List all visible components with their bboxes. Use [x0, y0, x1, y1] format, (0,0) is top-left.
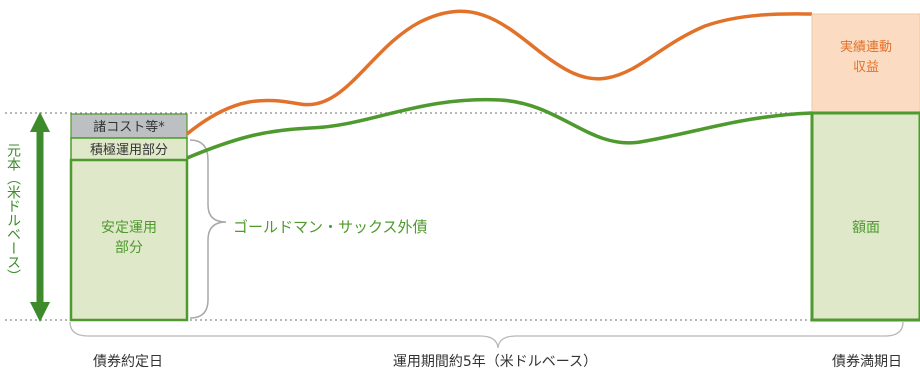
green-performance-curve: [186, 97, 813, 160]
performance-box: [811, 13, 920, 115]
stable-box: [69, 158, 189, 322]
bond-label: ゴールドマン・サックス外債: [233, 218, 428, 236]
costs-label: 諸コスト等*: [93, 119, 165, 135]
period-brace: [69, 321, 904, 349]
principal-axis-label: 元本（米ドルベース）: [5, 143, 21, 283]
start-date-label: 債券約定日: [93, 354, 163, 370]
stable-label-line1: 安定運用: [101, 220, 157, 236]
period-label: 運用期間約5年（米ドルベース）: [393, 354, 597, 370]
stable-label-line2: 部分: [115, 240, 143, 256]
active-label: 積極運用部分: [90, 142, 168, 158]
face-value-label: 額面: [852, 220, 880, 236]
orange-performance-curve: [185, 9, 813, 136]
bond-bracket: [189, 139, 227, 319]
performance-label-line1: 実績連動: [840, 39, 892, 55]
maturity-date-label: 債券満期日: [832, 354, 902, 370]
principal-arrow: [30, 112, 50, 322]
face-value-box: [810, 111, 920, 322]
performance-label-line2: 収益: [853, 60, 879, 75]
